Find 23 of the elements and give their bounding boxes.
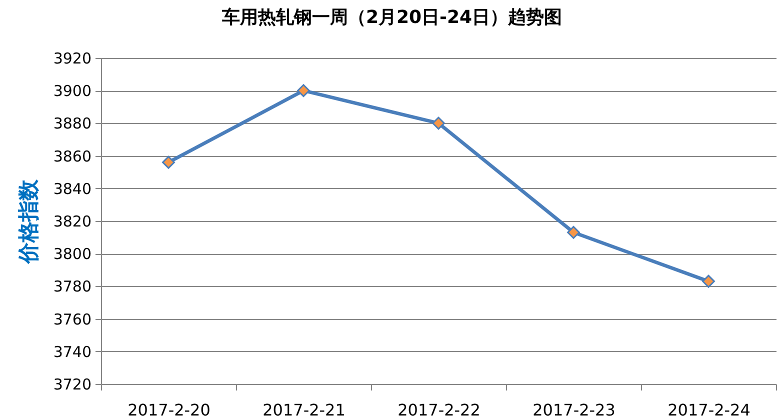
- point: [702, 274, 715, 288]
- x-tick-label: 2017-2-24: [668, 400, 750, 417]
- chart-title: 车用热轧钢一周（2月20日-24日）趋势图: [220, 7, 562, 28]
- y-tick-label: 3880: [53, 114, 92, 133]
- y-axis-title: 价格指数: [16, 178, 40, 264]
- y-tick-label: 3840: [53, 180, 92, 198]
- point: [432, 116, 445, 130]
- x-tick-label: 2017-2-20: [128, 400, 210, 417]
- y-tick-label: 3920: [53, 50, 92, 68]
- point: [297, 84, 310, 98]
- x-tick-label: 2017-2-22: [398, 400, 480, 417]
- point: [162, 156, 175, 169]
- y-tick-label: 3760: [53, 310, 92, 328]
- y-tick-label: 3820: [53, 212, 92, 230]
- x-tick-label: 2017-2-21: [262, 400, 346, 417]
- y-tick-label: 3720: [53, 376, 92, 394]
- y-tick-label: 3900: [53, 82, 92, 100]
- y-tick-label: 3800: [53, 245, 92, 264]
- y-tick-label: 3860: [53, 147, 92, 166]
- x-tick-label: 2017-2-23: [532, 400, 616, 417]
- point: [567, 226, 580, 239]
- y-tick-label: 3780: [53, 278, 92, 296]
- y-tick-label: 3740: [53, 342, 92, 361]
